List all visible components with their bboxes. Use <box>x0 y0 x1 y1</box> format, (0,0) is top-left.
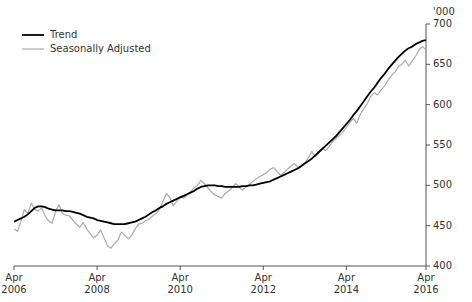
y-tick-label: 400 <box>433 260 452 271</box>
series-line <box>14 47 426 249</box>
x-tick-label: Apr2014 <box>334 272 359 295</box>
legend-swatch <box>22 34 44 36</box>
x-tick-label: Apr2016 <box>413 272 438 295</box>
y-tick-label: 550 <box>433 139 452 150</box>
y-axis-label: '000 <box>433 6 455 17</box>
x-tick <box>180 266 181 270</box>
x-tick-label: Apr2008 <box>84 272 109 295</box>
legend-label: Trend <box>49 29 77 40</box>
legend: Trend Seasonally Adjusted <box>22 29 151 54</box>
x-tick-label: Apr2006 <box>1 272 26 295</box>
x-axis-line <box>14 266 426 267</box>
x-tick <box>14 266 15 270</box>
y-tick <box>426 185 430 186</box>
series-line <box>14 40 426 224</box>
x-tick <box>426 266 427 270</box>
legend-swatch <box>22 48 44 49</box>
y-tick <box>426 24 430 25</box>
y-tick <box>426 225 430 226</box>
y-tick-label: 450 <box>433 220 452 231</box>
y-tick-label: 700 <box>433 18 452 29</box>
y-tick-label: 500 <box>433 179 452 190</box>
y-tick <box>426 64 430 65</box>
y-tick-label: 600 <box>433 99 452 110</box>
x-tick <box>346 266 347 270</box>
y-tick <box>426 104 430 105</box>
x-tick <box>263 266 264 270</box>
y-tick <box>426 145 430 146</box>
x-tick-label: Apr2012 <box>251 272 276 295</box>
chart: 400 450 500 550 600 650 700'000 Apr2006 Apr2008 A… <box>0 0 472 302</box>
y-tick-label: 650 <box>433 58 452 69</box>
x-tick <box>97 266 98 270</box>
y-tick <box>426 266 430 267</box>
plot-area <box>14 40 426 248</box>
legend-label: Seasonally Adjusted <box>50 43 151 54</box>
x-tick-label: Apr2010 <box>167 272 192 295</box>
